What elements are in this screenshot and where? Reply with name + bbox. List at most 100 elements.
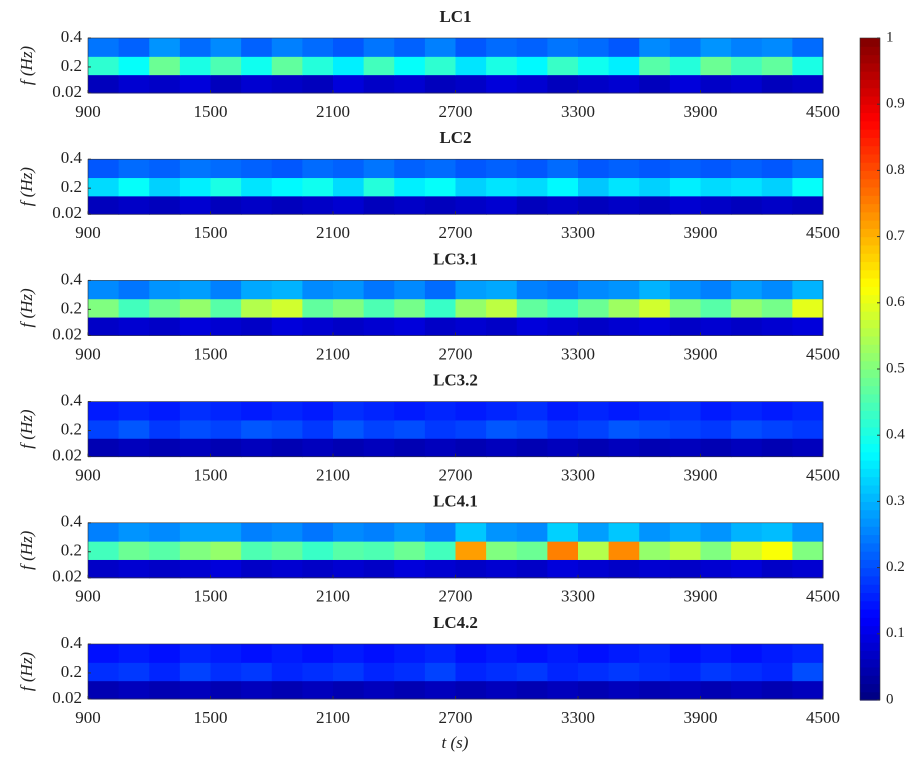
x-tick-label: 1500	[194, 344, 228, 363]
heat-cell	[792, 419, 824, 439]
colorbar-tick-label: 0.1	[886, 625, 905, 641]
y-axis-label: f (Hz)	[17, 652, 36, 692]
heat-cell	[578, 401, 610, 421]
heat-cell	[210, 680, 242, 700]
heat-cell	[302, 177, 334, 197]
heat-cell	[424, 317, 456, 336]
heat-cell	[486, 401, 518, 421]
heat-cell	[333, 38, 365, 57]
heat-cell	[486, 541, 518, 560]
heat-cell	[731, 195, 763, 215]
heat-cell	[486, 159, 518, 179]
heat-cell	[394, 177, 426, 197]
heat-cell	[149, 680, 181, 700]
heat-cell	[700, 38, 732, 57]
heat-cell	[516, 280, 548, 300]
colorbar-swatch	[860, 451, 880, 461]
heat-cell	[761, 195, 793, 215]
colorbar-swatch	[860, 435, 880, 445]
colorbar-swatch	[860, 352, 880, 362]
colorbar-swatch	[860, 402, 880, 411]
heat-cell	[179, 159, 211, 179]
x-tick-label: 2700	[439, 223, 473, 242]
heat-cell	[700, 317, 732, 336]
x-tick-label: 2700	[439, 102, 473, 121]
heat-cell	[118, 159, 150, 179]
colorbar-swatch	[860, 592, 880, 602]
heat-cell	[700, 662, 732, 682]
x-tick-label: 2100	[316, 466, 350, 485]
colorbar-swatch	[860, 162, 880, 171]
colorbar-swatch	[860, 153, 880, 163]
heat-cell	[761, 644, 793, 663]
heat-cell	[608, 419, 640, 439]
y-tick-label: 0.02	[52, 688, 82, 707]
heat-cell	[761, 680, 793, 700]
colorbar-swatch	[860, 344, 880, 354]
heat-cell	[731, 438, 763, 458]
heat-cell	[547, 438, 579, 458]
heat-cell	[302, 280, 334, 300]
y-tick-label: 0.4	[61, 633, 83, 652]
x-tick-label: 2700	[439, 466, 473, 485]
heat-cell	[302, 74, 334, 94]
heat-cell	[271, 280, 303, 300]
heat-cell	[669, 298, 701, 318]
heat-cell	[241, 541, 273, 560]
heat-cell	[547, 317, 579, 336]
heat-cell	[118, 662, 150, 682]
x-tick-label: 3300	[561, 344, 595, 363]
heat-cell	[639, 298, 671, 318]
heat-cell	[363, 195, 395, 215]
heat-cell	[333, 541, 365, 560]
heat-cell	[639, 438, 671, 458]
colorbar-swatch	[860, 170, 880, 180]
heat-cell	[608, 177, 640, 197]
heat-cell	[179, 419, 211, 439]
colorbar-swatch	[860, 683, 880, 693]
colorbar-swatch	[860, 468, 880, 478]
heat-cell	[700, 680, 732, 700]
heat-cell	[210, 559, 242, 579]
colorbar-swatch	[860, 608, 880, 618]
heat-cell	[149, 159, 181, 179]
heat-cell	[578, 38, 610, 57]
heat-cell	[639, 680, 671, 700]
heat-cell	[118, 280, 150, 300]
heat-cell	[700, 195, 732, 215]
colorbar-tick-label: 1	[886, 29, 894, 45]
heat-cell	[394, 401, 426, 421]
colorbar-swatch	[860, 484, 880, 494]
heat-cell	[394, 280, 426, 300]
heat-cell	[608, 559, 640, 579]
x-tick-label: 900	[75, 344, 101, 363]
colorbar-swatch	[860, 377, 880, 387]
colorbar-swatch	[860, 567, 880, 577]
heat-cell	[271, 74, 303, 94]
heat-cell	[455, 644, 487, 663]
heat-cell	[455, 38, 487, 57]
heat-cell	[271, 559, 303, 579]
heat-cell	[547, 680, 579, 700]
heat-cell	[424, 662, 456, 682]
heat-cell	[424, 159, 456, 179]
panel-title: LC3.1	[433, 249, 478, 268]
heat-cell	[639, 177, 671, 197]
heat-cell	[578, 317, 610, 336]
y-tick-label: 0.2	[61, 177, 82, 196]
heat-cell	[455, 438, 487, 458]
heat-cell	[608, 522, 640, 542]
colorbar-swatch	[860, 675, 880, 685]
colorbar-swatch	[860, 526, 880, 536]
colorbar-swatch	[860, 443, 880, 453]
heat-cell	[486, 177, 518, 197]
heat-cell	[792, 644, 824, 663]
heat-cell	[179, 644, 211, 663]
heat-cell	[363, 438, 395, 458]
heat-cell	[179, 438, 211, 458]
heat-cell	[394, 438, 426, 458]
heat-cell	[271, 438, 303, 458]
heat-cell	[149, 74, 181, 94]
heat-cell	[363, 680, 395, 700]
colorbar-swatch	[860, 642, 880, 651]
